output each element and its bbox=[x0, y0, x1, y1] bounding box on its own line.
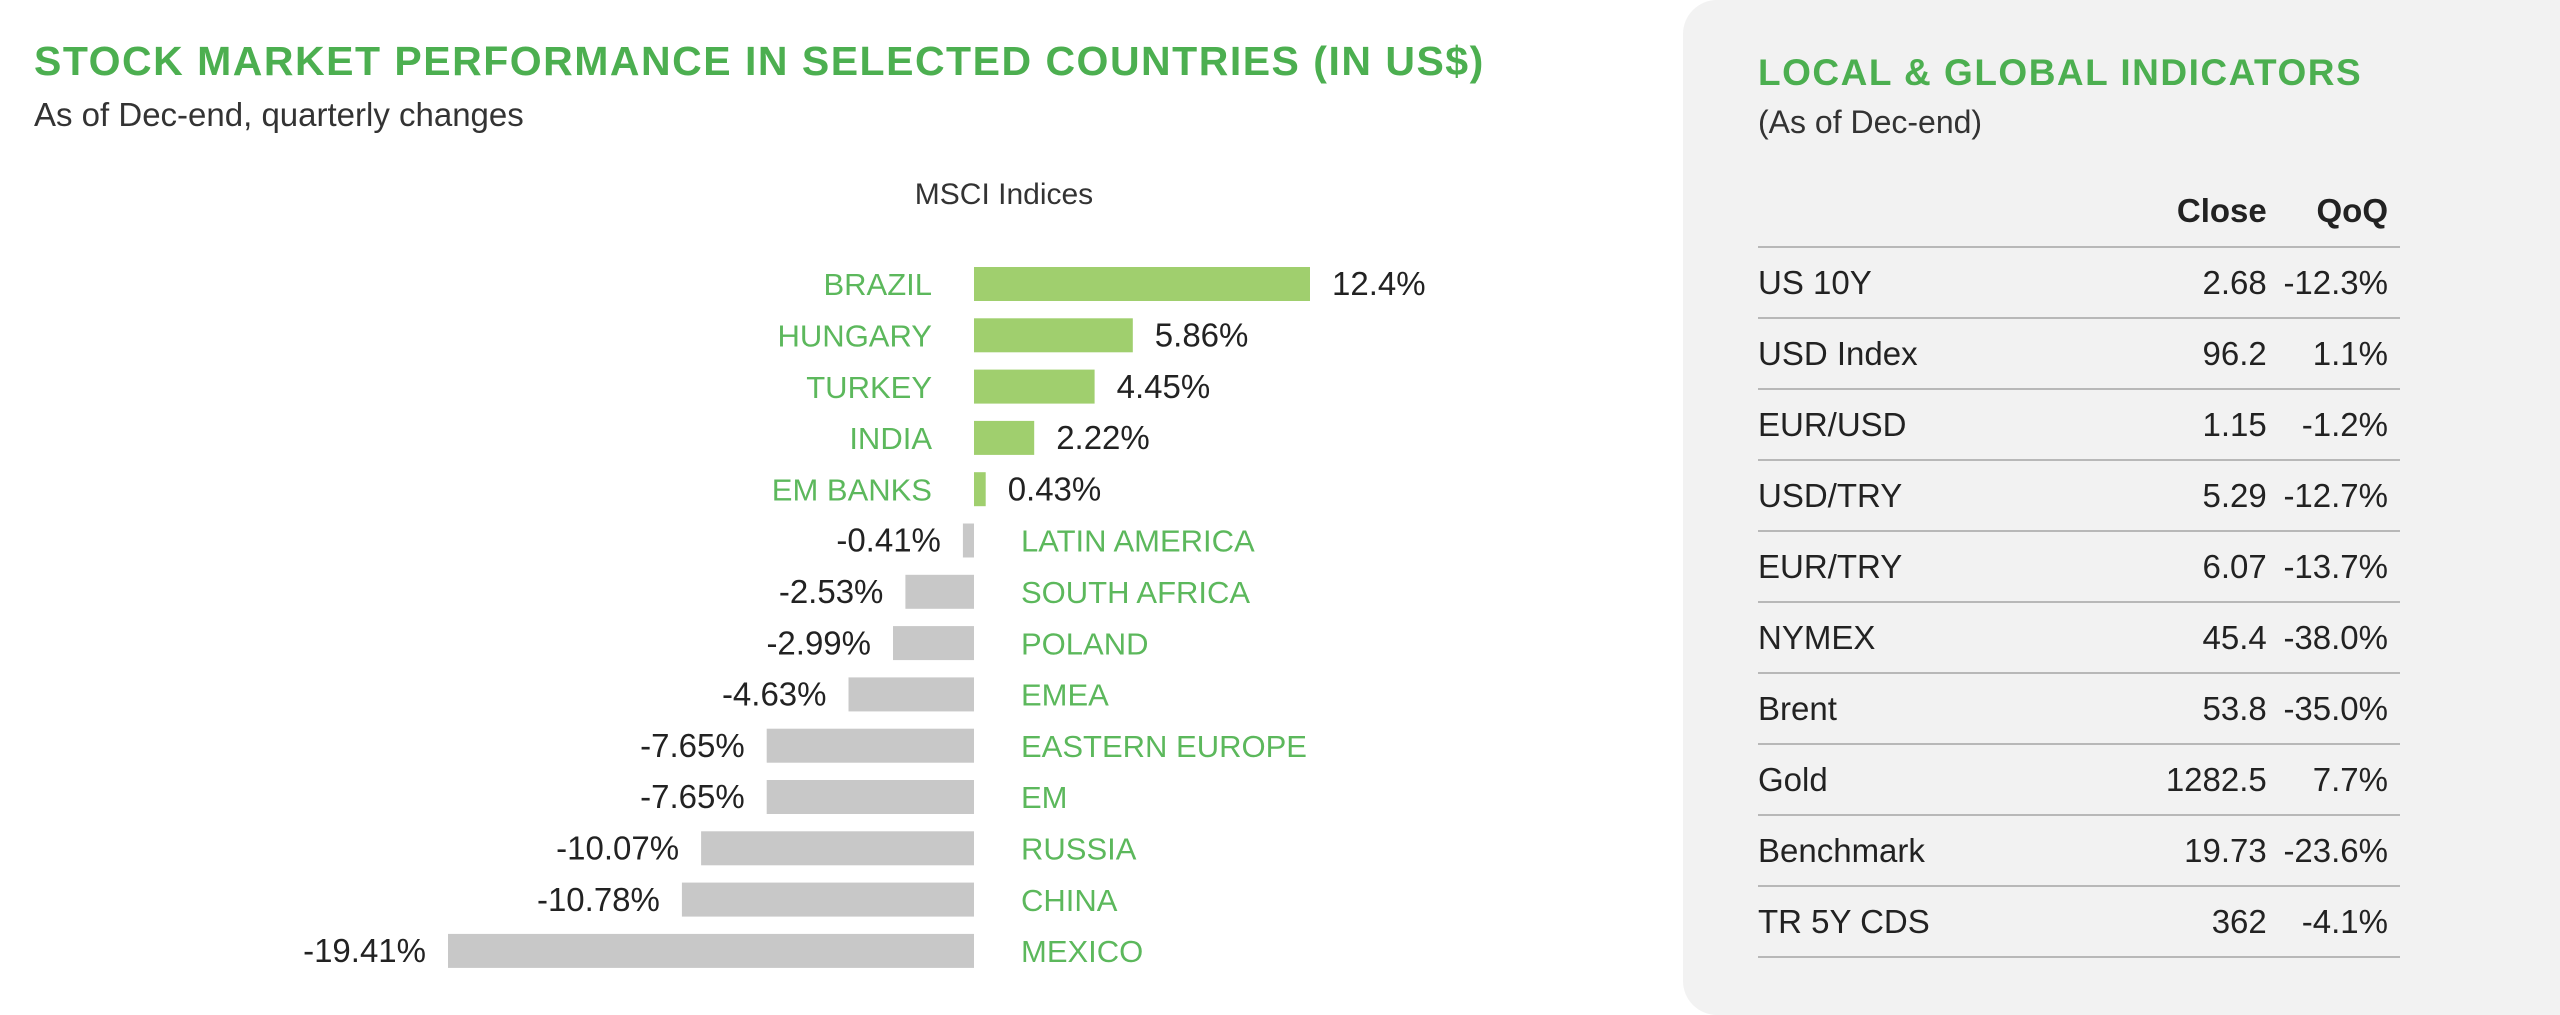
category-label: RUSSIA bbox=[1021, 832, 1137, 867]
table-row: Brent 53.8 -35.0% bbox=[1758, 673, 2400, 745]
table-row: Benchmark 19.73 -23.6% bbox=[1758, 815, 2400, 887]
bar-mexico bbox=[448, 933, 974, 968]
indicator-qoq: -4.1% bbox=[2266, 886, 2400, 958]
indicator-close: 1.15 bbox=[2119, 389, 2267, 461]
data-label: -7.65% bbox=[640, 727, 745, 764]
bar-turkey bbox=[974, 369, 1095, 404]
chart-title: STOCK MARKET PERFORMANCE IN SELECTED COU… bbox=[34, 38, 1485, 84]
indicator-qoq: 7.7% bbox=[2266, 744, 2400, 816]
category-label: LATIN AMERICA bbox=[1021, 524, 1255, 559]
bar-latin-america bbox=[962, 523, 974, 558]
indicators-subtitle: (As of Dec-end) bbox=[1758, 104, 1983, 140]
indicators-table: Close QoQ US 10Y 2.68 -12.3% USD Index 9… bbox=[1758, 176, 2400, 958]
category-label: EM BANKS bbox=[772, 472, 932, 507]
data-label: -2.53% bbox=[779, 573, 884, 610]
table-row: EUR/TRY 6.07 -13.7% bbox=[1758, 531, 2400, 603]
category-label: BRAZIL bbox=[823, 267, 932, 302]
indicator-qoq: -35.0% bbox=[2266, 673, 2400, 745]
indicator-name: Brent bbox=[1758, 673, 2119, 745]
table-row: TR 5Y CDS 362 -4.1% bbox=[1758, 886, 2400, 958]
chart-section: STOCK MARKET PERFORMANCE IN SELECTED COU… bbox=[34, 38, 1485, 969]
data-label: -4.63% bbox=[722, 676, 827, 713]
indicator-qoq: -13.7% bbox=[2266, 531, 2400, 603]
indicator-close: 6.07 bbox=[2119, 531, 2267, 603]
table-row: USD/TRY 5.29 -12.7% bbox=[1758, 460, 2400, 532]
header-qoq: QoQ bbox=[2266, 176, 2400, 248]
category-label: CHINA bbox=[1021, 883, 1118, 918]
bar-eastern-europe bbox=[766, 728, 974, 763]
table-row: NYMEX 45.4 -38.0% bbox=[1758, 602, 2400, 674]
data-label: -7.65% bbox=[640, 778, 745, 815]
bar-em bbox=[766, 780, 974, 814]
data-label: 4.45% bbox=[1117, 368, 1211, 405]
indicator-qoq: -12.3% bbox=[2266, 247, 2400, 319]
data-label: -10.78% bbox=[537, 881, 660, 918]
category-label: INDIA bbox=[849, 421, 932, 456]
indicator-close: 5.29 bbox=[2119, 460, 2267, 532]
table-row: Gold 1282.5 7.7% bbox=[1758, 744, 2400, 816]
table-row: US 10Y 2.68 -12.3% bbox=[1758, 247, 2400, 319]
data-label: 0.43% bbox=[1008, 470, 1102, 507]
bar-india bbox=[974, 420, 1035, 455]
bar-em-banks bbox=[974, 472, 986, 507]
indicator-close: 362 bbox=[2119, 886, 2267, 958]
header-close: Close bbox=[2119, 176, 2267, 248]
indicator-name: TR 5Y CDS bbox=[1758, 886, 2119, 958]
table-row: USD Index 96.2 1.1% bbox=[1758, 318, 2400, 390]
indicators-title: LOCAL & GLOBAL INDICATORS bbox=[1758, 52, 2363, 93]
category-label: TURKEY bbox=[806, 370, 932, 405]
indicator-name: NYMEX bbox=[1758, 602, 2119, 674]
chart-inner-title: MSCI Indices bbox=[915, 178, 1093, 211]
indicator-close: 1282.5 bbox=[2119, 744, 2267, 816]
indicator-name: EUR/TRY bbox=[1758, 531, 2119, 603]
indicator-name: USD/TRY bbox=[1758, 460, 2119, 532]
indicator-qoq: -38.0% bbox=[2266, 602, 2400, 674]
indicator-name: USD Index bbox=[1758, 318, 2119, 390]
category-label: EMEA bbox=[1021, 678, 1109, 713]
table-row: EUR/USD 1.15 -1.2% bbox=[1758, 389, 2400, 461]
category-label: SOUTH AFRICA bbox=[1021, 575, 1250, 610]
indicator-qoq: -1.2% bbox=[2266, 389, 2400, 461]
indicator-name: EUR/USD bbox=[1758, 389, 2119, 461]
indicator-name: US 10Y bbox=[1758, 247, 2119, 319]
header-name bbox=[1758, 176, 2119, 248]
data-label: 5.86% bbox=[1155, 317, 1249, 354]
data-label: 2.22% bbox=[1056, 419, 1150, 456]
bar-brazil bbox=[974, 267, 1310, 301]
indicator-name: Gold bbox=[1758, 744, 2119, 816]
bar-south-africa bbox=[905, 574, 974, 609]
bar-emea bbox=[848, 677, 974, 712]
data-label: -10.07% bbox=[556, 830, 679, 867]
bar-poland bbox=[893, 626, 974, 661]
data-label: -2.99% bbox=[766, 624, 871, 661]
indicators-panel: LOCAL & GLOBAL INDICATORS (As of Dec-end… bbox=[1683, 0, 2560, 1015]
indicator-name: Benchmark bbox=[1758, 815, 2119, 887]
category-label: EASTERN EUROPE bbox=[1021, 729, 1307, 764]
indicator-qoq: -23.6% bbox=[2266, 815, 2400, 887]
bar-hungary bbox=[974, 318, 1133, 353]
indicator-close: 53.8 bbox=[2119, 673, 2267, 745]
indicators-header-row: Close QoQ bbox=[1758, 176, 2400, 248]
category-label: MEXICO bbox=[1021, 934, 1143, 969]
category-label: POLAND bbox=[1021, 626, 1148, 661]
indicator-close: 19.73 bbox=[2119, 815, 2267, 887]
category-label: EM bbox=[1021, 780, 1068, 815]
data-label: -0.41% bbox=[836, 522, 941, 559]
data-label: -19.41% bbox=[303, 932, 426, 969]
indicator-close: 2.68 bbox=[2119, 247, 2267, 319]
bar-russia bbox=[701, 831, 974, 866]
msci-bar-chart: MSCI Indices BRAZIL 12.4% HUNGARY 5.86% TURK… bbox=[303, 178, 1426, 969]
bars-layer: BRAZIL 12.4% HUNGARY 5.86% TURKEY 4.45% INDIA 2… bbox=[303, 265, 1426, 969]
category-label: HUNGARY bbox=[778, 319, 932, 354]
indicator-close: 45.4 bbox=[2119, 602, 2267, 674]
indicator-qoq: -12.7% bbox=[2266, 460, 2400, 532]
indicator-qoq: 1.1% bbox=[2266, 318, 2400, 390]
bar-china bbox=[681, 882, 974, 917]
indicator-close: 96.2 bbox=[2119, 318, 2267, 390]
chart-subtitle: As of Dec-end, quarterly changes bbox=[34, 96, 524, 133]
data-label: 12.4% bbox=[1332, 265, 1426, 302]
